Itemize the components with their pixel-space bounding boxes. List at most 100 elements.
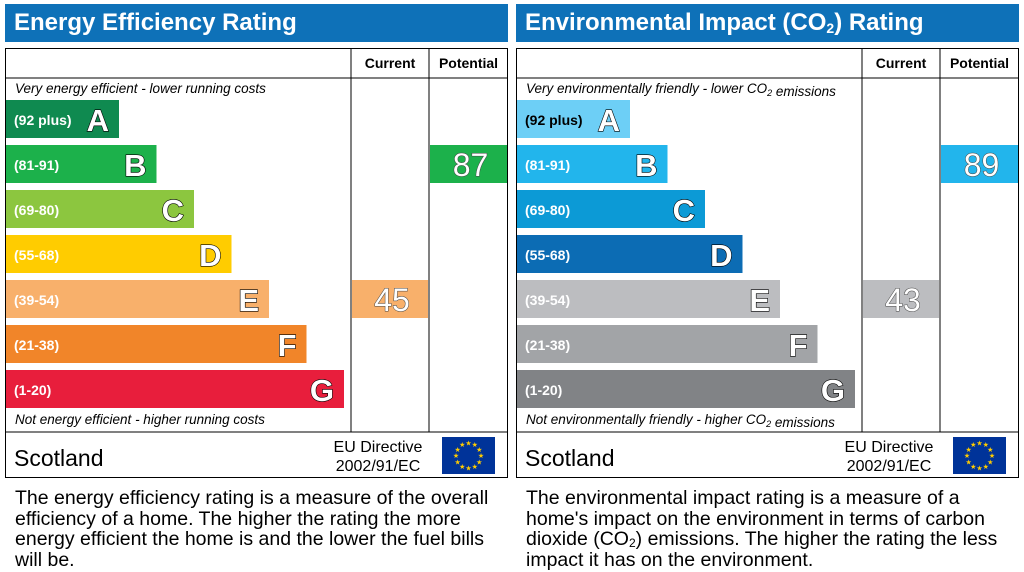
band-range-g: (1-20) bbox=[14, 382, 51, 398]
band-letter-a: A bbox=[87, 103, 109, 138]
svg-text:★: ★ bbox=[987, 446, 993, 454]
band-bar-g bbox=[6, 370, 344, 408]
band-range-g: (1-20) bbox=[525, 382, 562, 398]
band-range-c: (69-80) bbox=[14, 202, 59, 218]
env-description: The environmental impact rating is a mea… bbox=[526, 487, 998, 571]
band-bar-a bbox=[517, 100, 630, 138]
svg-text:★: ★ bbox=[476, 446, 482, 454]
band-bar-d bbox=[517, 235, 743, 273]
potential-rating-marker bbox=[941, 145, 1018, 183]
band-letter-g: G bbox=[310, 373, 334, 408]
svg-text:★: ★ bbox=[453, 452, 459, 460]
svg-text:★: ★ bbox=[455, 446, 461, 454]
band-letter-f: F bbox=[789, 328, 808, 363]
energy-chart-frame bbox=[5, 48, 508, 478]
eu-directive-label: EU Directive bbox=[334, 439, 423, 456]
svg-text:★: ★ bbox=[966, 446, 972, 454]
band-range-b: (81-91) bbox=[14, 157, 59, 173]
eu-flag-icon: ★★★★★★★★★ ★ ★★ bbox=[442, 437, 495, 474]
svg-text:★: ★ bbox=[465, 440, 471, 448]
potential-rating-marker bbox=[430, 145, 507, 183]
svg-text:★: ★ bbox=[476, 458, 482, 466]
eu-directive-number: 2002/91/EC bbox=[847, 458, 932, 475]
current-rating-marker bbox=[352, 280, 428, 318]
env-title: Environmental Impact (CO2) Rating bbox=[516, 4, 1019, 42]
column-header-current: Current bbox=[876, 55, 927, 71]
potential-rating-value: 89 bbox=[964, 147, 1000, 183]
svg-text:★: ★ bbox=[970, 441, 976, 449]
band-range-c: (69-80) bbox=[525, 202, 570, 218]
band-range-f: (21-38) bbox=[14, 337, 59, 353]
band-letter-b: B bbox=[124, 148, 146, 183]
band-letter-d: D bbox=[710, 238, 732, 273]
band-range-b: (81-91) bbox=[525, 157, 570, 173]
column-header-potential: Potential bbox=[439, 55, 498, 71]
svg-text:★: ★ bbox=[966, 458, 972, 466]
band-letter-c: C bbox=[673, 193, 695, 228]
current-rating-value: 43 bbox=[885, 282, 921, 318]
environmental-impact-panel: Environmental Impact (CO2) Rating Curren… bbox=[516, 0, 1023, 572]
svg-text:★: ★ bbox=[970, 463, 976, 471]
energy-title: Energy Efficiency Rating bbox=[5, 4, 508, 42]
band-range-e: (39-54) bbox=[14, 292, 59, 308]
current-rating-value: 45 bbox=[374, 282, 410, 318]
band-range-a: (92 plus) bbox=[525, 112, 583, 128]
svg-text:★: ★ bbox=[472, 441, 478, 449]
svg-text:★: ★ bbox=[983, 463, 989, 471]
bottom-note: Not environmentally friendly - higher CO… bbox=[526, 412, 835, 430]
bottom-note: Not energy efficient - higher running co… bbox=[15, 412, 265, 427]
column-header-current: Current bbox=[365, 55, 416, 71]
band-range-f: (21-38) bbox=[525, 337, 570, 353]
band-bar-b bbox=[517, 145, 668, 183]
band-letter-a: A bbox=[598, 103, 620, 138]
band-range-d: (55-68) bbox=[14, 247, 59, 263]
env-chart-frame bbox=[516, 48, 1019, 478]
eu-directive-label: EU Directive bbox=[845, 439, 934, 456]
svg-text:★: ★ bbox=[455, 458, 461, 466]
band-letter-b: B bbox=[635, 148, 657, 183]
svg-text:★: ★ bbox=[478, 452, 484, 460]
svg-text:★: ★ bbox=[983, 441, 989, 449]
band-range-a: (92 plus) bbox=[14, 112, 72, 128]
band-bar-f bbox=[6, 325, 307, 363]
svg-text:★: ★ bbox=[459, 463, 465, 471]
potential-rating-value: 87 bbox=[453, 147, 489, 183]
env-chart: Current Potential Very environmentally fri… bbox=[516, 48, 1019, 475]
current-rating-marker bbox=[863, 280, 939, 318]
band-bar-e bbox=[517, 280, 780, 318]
svg-text:★: ★ bbox=[989, 452, 995, 460]
region-label: Scotland bbox=[525, 445, 615, 471]
band-bar-g bbox=[517, 370, 855, 408]
region-label: Scotland bbox=[14, 445, 104, 471]
energy-description: The energy efficiency rating is a measur… bbox=[15, 487, 489, 571]
svg-text:★: ★ bbox=[465, 465, 471, 473]
svg-text:★: ★ bbox=[987, 458, 993, 466]
eu-directive-number: 2002/91/EC bbox=[336, 458, 421, 475]
top-note: Very energy efficient - lower running co… bbox=[15, 81, 266, 96]
band-letter-d: D bbox=[199, 238, 221, 273]
band-bar-f bbox=[517, 325, 818, 363]
svg-text:★: ★ bbox=[976, 440, 982, 448]
top-note: Very environmentally friendly - lower CO… bbox=[526, 81, 836, 99]
svg-text:★: ★ bbox=[976, 465, 982, 473]
band-bar-d bbox=[6, 235, 232, 273]
band-range-d: (55-68) bbox=[525, 247, 570, 263]
band-range-e: (39-54) bbox=[525, 292, 570, 308]
band-letter-e: E bbox=[749, 283, 770, 318]
energy-chart: Current Potential Very energy efficient - … bbox=[5, 48, 508, 475]
eu-flag-icon: ★★★★★★★★★ ★ ★★ bbox=[953, 437, 1006, 474]
column-header-potential: Potential bbox=[950, 55, 1009, 71]
band-letter-g: G bbox=[821, 373, 845, 408]
band-letter-f: F bbox=[278, 328, 297, 363]
band-bar-c bbox=[517, 190, 705, 228]
band-bar-e bbox=[6, 280, 269, 318]
band-bar-b bbox=[6, 145, 157, 183]
energy-efficiency-panel: Energy Efficiency Rating Current Potentia… bbox=[5, 0, 512, 572]
svg-text:★: ★ bbox=[964, 452, 970, 460]
svg-text:★: ★ bbox=[472, 463, 478, 471]
band-bar-c bbox=[6, 190, 194, 228]
svg-text:★: ★ bbox=[459, 441, 465, 449]
band-letter-c: C bbox=[162, 193, 184, 228]
band-letter-e: E bbox=[238, 283, 259, 318]
band-bar-a bbox=[6, 100, 119, 138]
